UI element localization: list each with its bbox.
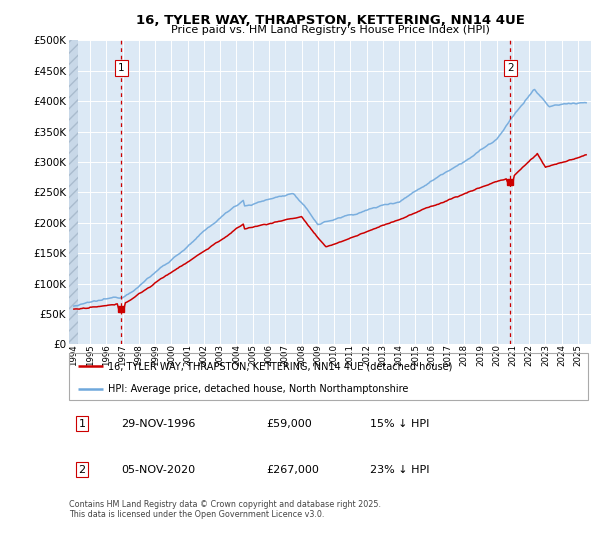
Text: 23% ↓ HPI: 23% ↓ HPI [370,465,430,475]
Text: 2015: 2015 [411,344,420,366]
Text: 2019: 2019 [476,344,485,366]
Text: 2000: 2000 [167,344,176,366]
Text: 2007: 2007 [281,344,290,366]
Text: 2023: 2023 [541,344,550,366]
Text: 2001: 2001 [183,344,192,366]
Text: 2: 2 [79,465,86,475]
Text: 2012: 2012 [362,344,371,366]
Text: 2: 2 [507,63,514,73]
Text: 2002: 2002 [199,344,208,366]
Text: 1998: 1998 [134,344,143,366]
Text: 2025: 2025 [574,344,583,366]
Text: 1995: 1995 [86,344,95,366]
Text: 2013: 2013 [379,344,388,366]
Text: 1999: 1999 [151,344,160,366]
Text: 1997: 1997 [118,344,127,366]
Text: 2020: 2020 [492,344,501,366]
Text: 2021: 2021 [508,344,517,366]
Text: 2003: 2003 [216,344,225,366]
Text: 2009: 2009 [313,344,322,366]
Text: 2005: 2005 [248,344,257,366]
Text: 16, TYLER WAY, THRAPSTON, KETTERING, NN14 4UE (detached house): 16, TYLER WAY, THRAPSTON, KETTERING, NN1… [108,361,452,371]
Text: 2006: 2006 [265,344,274,366]
Text: 2010: 2010 [329,344,338,366]
Text: 2022: 2022 [525,344,534,366]
Text: 2018: 2018 [460,344,469,366]
Text: Price paid vs. HM Land Registry's House Price Index (HPI): Price paid vs. HM Land Registry's House … [170,25,490,35]
Text: 05-NOV-2020: 05-NOV-2020 [121,465,195,475]
Text: 2024: 2024 [557,344,566,366]
Text: 2014: 2014 [395,344,404,366]
Text: 1: 1 [79,418,85,428]
Text: 2004: 2004 [232,344,241,366]
Text: 16, TYLER WAY, THRAPSTON, KETTERING, NN14 4UE: 16, TYLER WAY, THRAPSTON, KETTERING, NN1… [136,14,524,27]
Text: £59,000: £59,000 [266,418,312,428]
Text: 1996: 1996 [102,344,111,366]
Text: 2011: 2011 [346,344,355,366]
Text: HPI: Average price, detached house, North Northamptonshire: HPI: Average price, detached house, Nort… [108,384,409,394]
Text: 1994: 1994 [70,344,79,366]
Text: Contains HM Land Registry data © Crown copyright and database right 2025.
This d: Contains HM Land Registry data © Crown c… [69,500,381,519]
Text: 1: 1 [118,63,125,73]
Text: 15% ↓ HPI: 15% ↓ HPI [370,418,430,428]
Text: 2008: 2008 [297,344,306,366]
Text: 2017: 2017 [443,344,452,366]
Text: £267,000: £267,000 [266,465,319,475]
Text: 2016: 2016 [427,344,436,366]
Text: 29-NOV-1996: 29-NOV-1996 [121,418,195,428]
